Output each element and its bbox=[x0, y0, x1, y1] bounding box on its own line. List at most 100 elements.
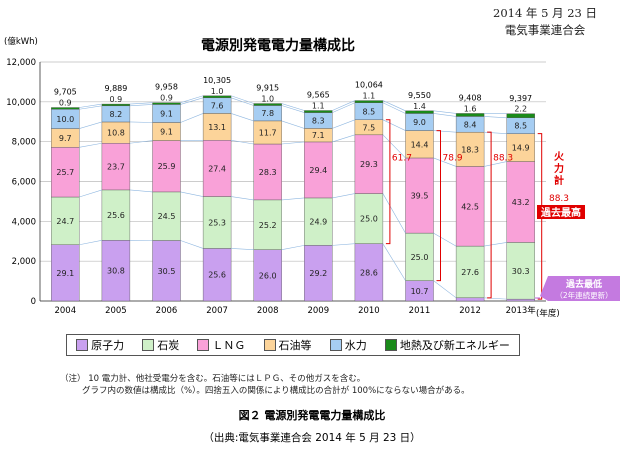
chart: 電源別発電電力量構成比 (億kWh) (年度) 0 2,000 4,000 6,000… bbox=[4, 36, 620, 319]
data-label: 8.2 bbox=[110, 110, 123, 119]
data-label: 24.7 bbox=[56, 217, 74, 226]
data-label: 10.0 bbox=[56, 115, 74, 124]
data-label: 7.6 bbox=[211, 102, 224, 111]
data-label: 29.1 bbox=[56, 269, 74, 278]
data-label: 27.4 bbox=[208, 164, 226, 173]
data-label: 0.9 bbox=[59, 99, 72, 108]
connector-line bbox=[281, 120, 305, 129]
connector-line bbox=[382, 102, 406, 114]
total-label: 9,550 bbox=[408, 91, 431, 100]
connector-line bbox=[231, 97, 254, 106]
bar-segment bbox=[455, 113, 485, 117]
x-tick-label: 2007 bbox=[206, 306, 228, 316]
legend-label: 原子力 bbox=[91, 339, 125, 352]
connector-line bbox=[281, 141, 305, 145]
data-label: 30.3 bbox=[512, 267, 530, 276]
data-label: 25.0 bbox=[411, 253, 429, 262]
record-low-badge bbox=[540, 276, 620, 301]
legend-swatch bbox=[329, 339, 342, 351]
total-label: 9,565 bbox=[307, 90, 330, 99]
connector-line bbox=[129, 121, 153, 123]
bar-segment bbox=[202, 248, 232, 302]
data-label: 14.4 bbox=[411, 140, 429, 149]
data-label: 1.1 bbox=[363, 92, 376, 101]
data-label: 42.5 bbox=[461, 202, 479, 211]
connector-line bbox=[382, 243, 406, 281]
legend-item: 石油等 bbox=[263, 337, 312, 353]
record-high-badge bbox=[537, 205, 585, 219]
y-tick-label: 8,000 bbox=[12, 138, 36, 148]
y-tick-label: 10,000 bbox=[6, 98, 36, 108]
bar-segment bbox=[202, 95, 232, 99]
data-label: 9.7 bbox=[59, 134, 72, 143]
data-label: 24.9 bbox=[309, 218, 327, 227]
bar-segment bbox=[405, 232, 434, 281]
connector-line bbox=[231, 140, 254, 145]
data-label: 9.1 bbox=[160, 128, 173, 137]
total-label: 10,064 bbox=[355, 81, 383, 90]
figure-source: （出典:電気事業連合会 2014 年 5 月 23 日） bbox=[203, 432, 421, 444]
bar-segment bbox=[253, 199, 282, 250]
connector-line bbox=[129, 140, 153, 144]
data-label: 28.3 bbox=[259, 168, 277, 177]
data-label: 1.1 bbox=[312, 101, 325, 110]
legend-item: ＬＮＧ bbox=[197, 337, 245, 353]
data-label: 13.1 bbox=[208, 123, 226, 132]
data-label: 30.5 bbox=[158, 267, 176, 276]
bar-segment bbox=[354, 134, 384, 194]
connector-line bbox=[79, 121, 102, 129]
legend-swatch bbox=[76, 339, 89, 351]
bar-segment bbox=[405, 130, 434, 159]
y-axis-label: (億kWh) bbox=[4, 36, 38, 47]
y-tick-label: 6,000 bbox=[12, 178, 36, 188]
thermal-total-label: 61.7 bbox=[392, 154, 412, 164]
data-label: 26.0 bbox=[259, 271, 277, 280]
thermal-bracket bbox=[436, 130, 441, 282]
bar-segment bbox=[253, 143, 282, 201]
legend-item: 地熱及び新エネルギー bbox=[384, 337, 510, 353]
bar-segment bbox=[304, 197, 333, 246]
data-label: 1.0 bbox=[211, 87, 224, 96]
thermal-label-char: 計 bbox=[554, 174, 564, 187]
thermal-label-char: 力 bbox=[554, 162, 564, 175]
bar-segment bbox=[455, 131, 485, 167]
bar-segment bbox=[101, 143, 131, 191]
bar-segment bbox=[506, 161, 535, 243]
bar-segment bbox=[101, 103, 131, 107]
figure-caption: 図２ 電源別発電電力量構成比 bbox=[238, 409, 386, 422]
x-tick-label: 2009 bbox=[307, 306, 329, 316]
data-label: 43.2 bbox=[512, 198, 530, 207]
bar-segment bbox=[152, 140, 181, 193]
bar-segment bbox=[304, 110, 333, 113]
data-label: 7.1 bbox=[312, 131, 325, 140]
record-high-label: 過去最高 bbox=[540, 206, 581, 219]
connector-line bbox=[79, 189, 102, 198]
total-label: 9,889 bbox=[104, 84, 127, 93]
legend-label: 水力 bbox=[344, 339, 367, 352]
bar-segment bbox=[253, 103, 282, 106]
thermal-total-label: 78.9 bbox=[443, 154, 463, 164]
record-low-label: 過去最低 bbox=[565, 278, 602, 290]
data-label: 7.8 bbox=[261, 109, 274, 118]
y-tick-label: 2,000 bbox=[12, 257, 36, 267]
legend-swatch bbox=[263, 339, 276, 351]
connector-line bbox=[231, 113, 254, 122]
connector-line bbox=[180, 97, 204, 105]
data-label: 24.5 bbox=[158, 212, 176, 221]
connector-line bbox=[231, 196, 254, 201]
data-label: 25.7 bbox=[56, 168, 74, 177]
data-label: 25.0 bbox=[360, 215, 378, 224]
bar-segment bbox=[51, 196, 80, 245]
y-tick-label: 12,000 bbox=[6, 58, 36, 68]
x-tick-label: 2010 bbox=[358, 306, 380, 316]
data-label: 2.2 bbox=[514, 105, 527, 114]
notes: （注） 10 電力計、他社受電分を含む。石油等にはＬＰＧ、その他ガスを含む。 グ… bbox=[60, 373, 580, 397]
data-label: 28.6 bbox=[360, 268, 378, 277]
bar-segment bbox=[506, 242, 535, 300]
connector-line bbox=[79, 103, 102, 108]
data-label: 10.7 bbox=[411, 287, 429, 296]
bar-segment bbox=[101, 189, 131, 241]
bar-segment bbox=[202, 140, 232, 197]
y-tick-label: 4,000 bbox=[12, 217, 36, 227]
x-tick-label: 2008 bbox=[257, 306, 279, 316]
